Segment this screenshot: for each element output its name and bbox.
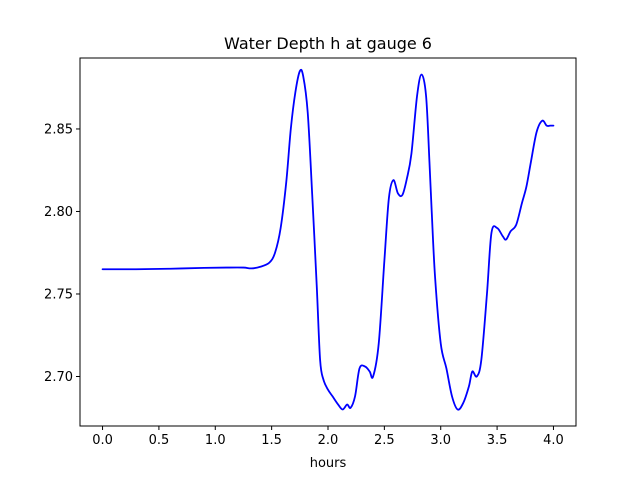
plot-area <box>101 68 555 411</box>
x-tick-label: 3.5 <box>487 433 508 448</box>
x-tick-label: 4.0 <box>543 433 564 448</box>
x-axis-label: hours <box>310 456 347 471</box>
y-tick-label: 2.80 <box>44 205 73 220</box>
x-tick-label: 2.5 <box>374 433 395 448</box>
series-line-0 <box>101 68 555 411</box>
x-tick-label: 1.0 <box>205 433 226 448</box>
x-axis-ticks: 0.0 0.5 1.0 1.5 2.0 2.5 3.0 3.5 4.0 <box>92 426 564 448</box>
y-tick-label: 2.85 <box>44 122 73 137</box>
chart-title: Water Depth h at gauge 6 <box>224 34 432 53</box>
x-tick-label: 3.0 <box>430 433 451 448</box>
x-tick-label: 2.0 <box>318 433 339 448</box>
y-tick-label: 2.70 <box>44 370 73 385</box>
y-tick-label: 2.75 <box>44 287 73 302</box>
y-axis-ticks: 2.70 2.75 2.80 2.85 <box>44 122 80 385</box>
x-tick-label: 1.5 <box>261 433 282 448</box>
x-tick-label: 0.5 <box>149 433 170 448</box>
x-tick-label: 0.0 <box>92 433 113 448</box>
